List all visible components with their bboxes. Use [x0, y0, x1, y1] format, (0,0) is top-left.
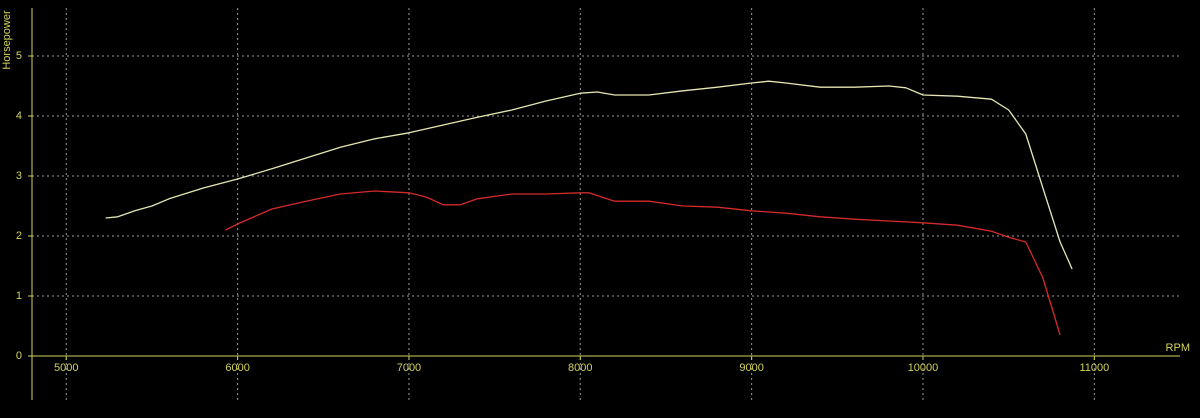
- y-tick-label: 5: [16, 50, 22, 62]
- y-tick-label: 0: [16, 350, 22, 362]
- series-line: [225, 190, 1061, 336]
- y-tick-label: 1: [16, 290, 22, 302]
- x-tick-label: 10000: [908, 362, 939, 374]
- y-axis-label: Horsepower: [1, 10, 13, 70]
- y-tick-label: 2: [16, 230, 22, 242]
- y-tick-label: 3: [16, 170, 22, 182]
- x-axis-label: RPM: [1166, 342, 1190, 354]
- x-tick-label: 9000: [739, 362, 763, 374]
- y-tick-label: 4: [16, 110, 22, 122]
- x-tick-label: 11000: [1079, 362, 1109, 374]
- x-tick-label: 5000: [54, 362, 78, 374]
- series-line: [105, 80, 1073, 270]
- x-tick-label: 7000: [397, 362, 421, 374]
- x-tick-label: 6000: [225, 362, 249, 374]
- x-tick-label: 8000: [568, 362, 592, 374]
